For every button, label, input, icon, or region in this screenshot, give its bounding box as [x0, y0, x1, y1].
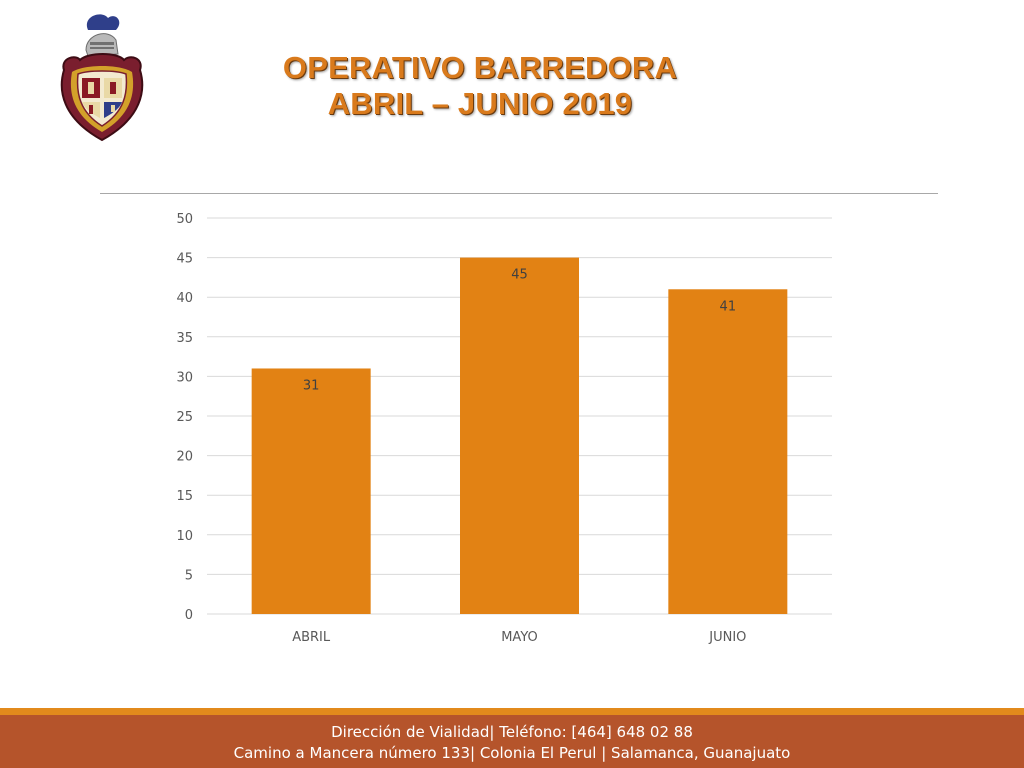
- x-axis-ticks: ABRIL MAYO JUNIO: [292, 630, 746, 645]
- data-label: 41: [720, 299, 737, 314]
- coat-of-arms-icon: [60, 14, 144, 142]
- y-tick-label: 10: [176, 529, 193, 544]
- bar-junio: [668, 289, 788, 614]
- y-tick-label: 20: [176, 450, 193, 465]
- data-labels: 31 45 41: [303, 268, 736, 394]
- bar-abril: [251, 368, 371, 614]
- y-tick-label: 0: [185, 608, 193, 623]
- divider: [100, 193, 938, 194]
- footer-line-1: Dirección de Vialidad| Teléfono: [464] 6…: [331, 723, 693, 741]
- footer-line-2: Camino a Mancera número 133| Colonia El …: [233, 744, 791, 762]
- x-tick-label: ABRIL: [292, 630, 331, 645]
- title-line-1: OPERATIVO BARREDORA: [282, 50, 678, 85]
- bar-mayo: [460, 257, 579, 614]
- y-tick-label: 25: [176, 410, 193, 425]
- y-tick-label: 15: [176, 489, 193, 504]
- data-label: 31: [303, 378, 320, 393]
- data-label: 45: [511, 268, 528, 283]
- y-tick-label: 45: [176, 252, 193, 267]
- y-tick-label: 40: [176, 291, 193, 306]
- y-tick-label: 30: [176, 370, 193, 385]
- title-line-2: ABRIL – JUNIO 2019: [327, 86, 633, 121]
- x-tick-label: MAYO: [501, 630, 538, 645]
- y-tick-label: 50: [176, 212, 193, 227]
- footer-stripe: [0, 708, 1024, 715]
- y-tick-label: 35: [176, 331, 193, 346]
- bar-chart: 0 5 10 15 20 25 30 35 40 45 50 31 45 41 ABRIL MAYO JUN…: [176, 212, 832, 645]
- x-tick-label: JUNIO: [708, 630, 746, 645]
- bars: [251, 257, 788, 614]
- y-axis-ticks: 0 5 10 15 20 25 30 35 40 45 50: [176, 212, 193, 623]
- page-title: OPERATIVO BARREDORA ABRIL – JUNIO 2019: [230, 50, 730, 122]
- footer: Dirección de Vialidad| Teléfono: [464] 6…: [0, 715, 1024, 768]
- y-tick-label: 5: [185, 568, 193, 583]
